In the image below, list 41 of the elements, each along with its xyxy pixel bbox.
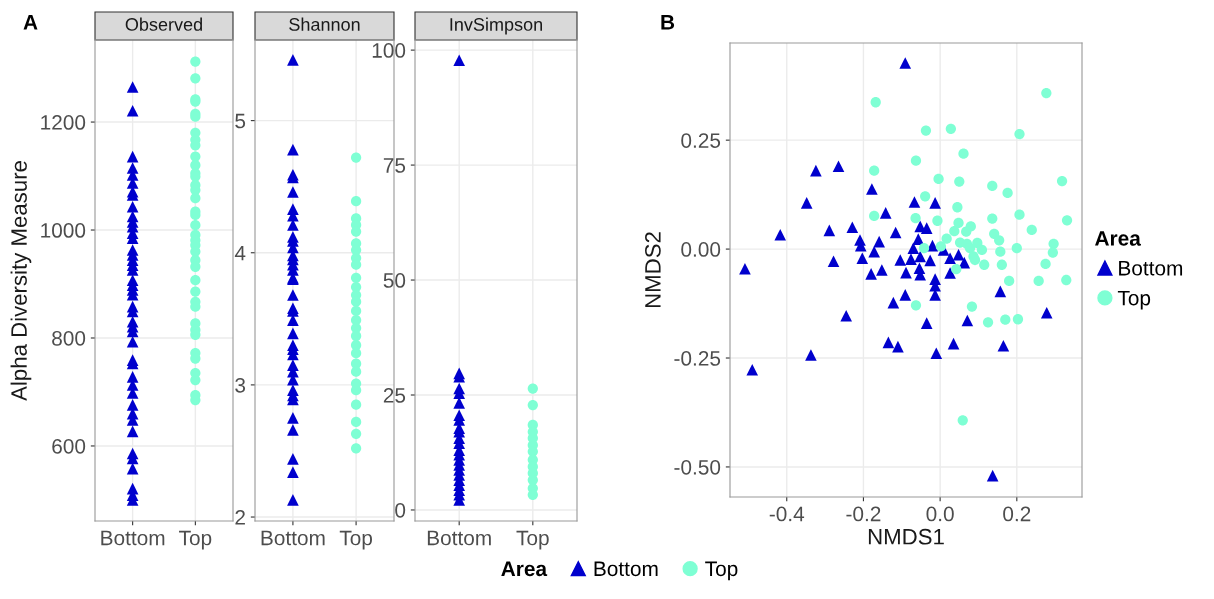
y-tick-label: -0.50	[674, 459, 721, 475]
text: B	[661, 15, 675, 30]
x-tick-label: Top	[339, 530, 373, 550]
y-tick-label: 25	[383, 388, 406, 403]
x-tick-label: Top	[516, 530, 549, 550]
y-tick-label: 100	[372, 43, 406, 58]
x-tick-label: Top	[179, 530, 212, 550]
y-tick-label: 600	[52, 438, 86, 454]
x-tick-label: Bottom	[427, 530, 491, 546]
x-axis-title: NMDS1	[868, 528, 944, 545]
y-axis-title: Alpha Diversity Measure	[10, 161, 32, 401]
y-axis-title: NMDS2	[645, 232, 661, 308]
y-tick-label: 3	[235, 377, 246, 393]
legend-label: Bottom	[594, 561, 658, 577]
legend-title: Area	[1095, 231, 1141, 246]
y-tick-label: 5	[235, 113, 246, 129]
y-tick-label: 800	[52, 330, 86, 346]
legend-title: Area	[501, 561, 548, 577]
x-tick-label: -0.4	[769, 506, 805, 522]
y-tick-label: 0	[395, 502, 406, 518]
x-tick-label: 0.2	[1003, 506, 1031, 522]
y-tick-label: 1200	[41, 115, 86, 130]
chart-title: Shannon	[289, 17, 360, 31]
legend-label: Top	[705, 561, 738, 581]
y-tick-label: 2	[235, 510, 245, 525]
y-tick-label: 0.25	[681, 133, 721, 148]
y-tick-label: 50	[383, 273, 406, 288]
y-tick-label: 1000	[41, 223, 86, 238]
y-tick-label: 0.00	[681, 242, 721, 257]
x-tick-label: Bottom	[261, 530, 325, 546]
y-tick-label: 4	[234, 245, 246, 261]
legend-label: Top	[1117, 290, 1151, 310]
chart-title: InvSimpson	[450, 17, 542, 35]
x-tick-label: -0.2	[846, 506, 881, 522]
x-tick-label: 0.0	[926, 506, 954, 522]
legend-label: Bottom	[1119, 261, 1183, 276]
x-tick-label: Bottom	[101, 530, 165, 546]
y-tick-label: -0.25	[674, 351, 721, 366]
text: A	[23, 15, 38, 30]
chart-title: Observed	[125, 17, 202, 31]
y-tick-label: 75	[383, 158, 406, 173]
